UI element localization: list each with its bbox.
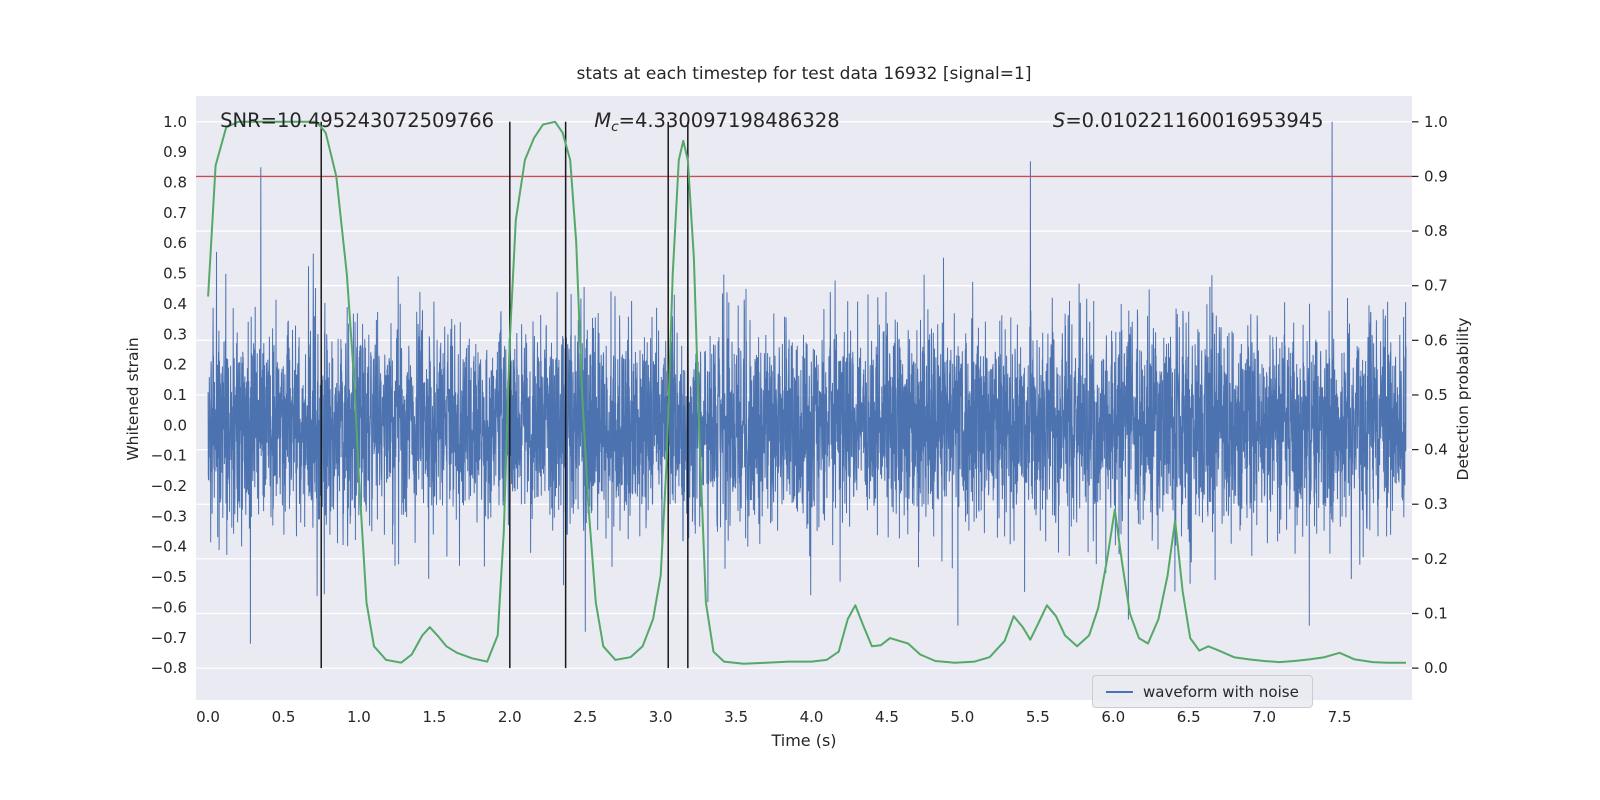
svg-text:0.3: 0.3 xyxy=(1424,495,1448,513)
svg-text:5.0: 5.0 xyxy=(950,708,974,726)
svg-text:0.3: 0.3 xyxy=(163,325,187,343)
legend: waveform with noise xyxy=(1092,675,1313,708)
svg-text:0.7: 0.7 xyxy=(1424,277,1448,295)
left-axis-label: Whitened strain xyxy=(124,337,142,461)
svg-text:−0.5: −0.5 xyxy=(151,568,187,586)
svg-text:−0.4: −0.4 xyxy=(151,538,187,556)
svg-text:3.0: 3.0 xyxy=(649,708,673,726)
svg-text:7.0: 7.0 xyxy=(1252,708,1276,726)
detection-probability-series xyxy=(207,120,1406,665)
svg-text:2.5: 2.5 xyxy=(573,708,597,726)
right-tick-labels: 1.0 0.9 0.8 0.7 0.6 0.5 0.4 0.3 0.2 0.1 0.0 xyxy=(1412,113,1448,677)
svg-text:0.7: 0.7 xyxy=(163,204,187,222)
chart-title: stats at each timestep for test data 169… xyxy=(576,64,1032,84)
svg-text:0.5: 0.5 xyxy=(1424,386,1448,404)
svg-text:1.0: 1.0 xyxy=(347,708,371,726)
svg-text:3.5: 3.5 xyxy=(724,708,748,726)
svg-text:0.8: 0.8 xyxy=(1424,222,1448,240)
svg-text:0.2: 0.2 xyxy=(163,356,187,374)
annotation-text: Mc=4.330097198486328 xyxy=(594,109,839,135)
svg-text:0.6: 0.6 xyxy=(163,234,187,252)
svg-text:−0.3: −0.3 xyxy=(151,507,187,525)
x-tick-labels: 0.0 0.5 1.0 1.5 2.0 2.5 3.0 3.5 4.0 4.5 5.0 5.5 6.0 6… xyxy=(196,708,1351,726)
annotation-text: S=0.010221160016953945 xyxy=(1053,109,1324,132)
svg-text:−0.1: −0.1 xyxy=(151,447,187,465)
svg-text:0.4: 0.4 xyxy=(1424,441,1448,459)
svg-text:4.0: 4.0 xyxy=(800,708,824,726)
waveform-series xyxy=(207,121,1407,644)
svg-text:4.5: 4.5 xyxy=(875,708,899,726)
svg-text:0.1: 0.1 xyxy=(1424,604,1448,622)
legend-line-swatch xyxy=(1106,690,1133,693)
left-tick-labels: 1.0 0.9 0.8 0.7 0.6 0.5 0.4 0.3 0.2 0.1 0.0 −0.1 −0.… xyxy=(151,113,187,677)
svg-text:0.0: 0.0 xyxy=(1424,659,1448,677)
legend-label: waveform with noise xyxy=(1143,682,1299,701)
x-axis-label: Time (s) xyxy=(771,731,837,750)
svg-text:0.2: 0.2 xyxy=(1424,550,1448,568)
svg-text:0.0: 0.0 xyxy=(196,708,220,726)
svg-text:0.1: 0.1 xyxy=(163,386,187,404)
svg-text:2.0: 2.0 xyxy=(498,708,522,726)
svg-text:−0.2: −0.2 xyxy=(151,477,187,495)
svg-text:0.8: 0.8 xyxy=(163,174,187,192)
svg-text:7.5: 7.5 xyxy=(1328,708,1352,726)
svg-text:0.5: 0.5 xyxy=(272,708,296,726)
svg-text:6.0: 6.0 xyxy=(1101,708,1125,726)
right-axis-label: Detection probability xyxy=(1454,317,1472,481)
svg-text:5.5: 5.5 xyxy=(1026,708,1050,726)
svg-text:6.5: 6.5 xyxy=(1177,708,1201,726)
svg-text:−0.7: −0.7 xyxy=(151,629,187,647)
svg-text:0.9: 0.9 xyxy=(163,143,187,161)
annotations: SNR=10.495243072509766 Mc=4.3300971984863… xyxy=(220,109,1323,135)
svg-text:0.0: 0.0 xyxy=(163,416,187,434)
svg-text:1.5: 1.5 xyxy=(422,708,446,726)
annotation-text: SNR=10.495243072509766 xyxy=(220,109,494,132)
svg-text:1.0: 1.0 xyxy=(163,113,187,131)
svg-text:1.0: 1.0 xyxy=(1424,113,1448,131)
svg-text:−0.8: −0.8 xyxy=(151,659,187,677)
svg-text:0.9: 0.9 xyxy=(1424,167,1448,185)
svg-text:0.6: 0.6 xyxy=(1424,331,1448,349)
svg-text:0.4: 0.4 xyxy=(163,295,187,313)
svg-text:−0.6: −0.6 xyxy=(151,598,187,616)
svg-text:0.5: 0.5 xyxy=(163,265,187,283)
